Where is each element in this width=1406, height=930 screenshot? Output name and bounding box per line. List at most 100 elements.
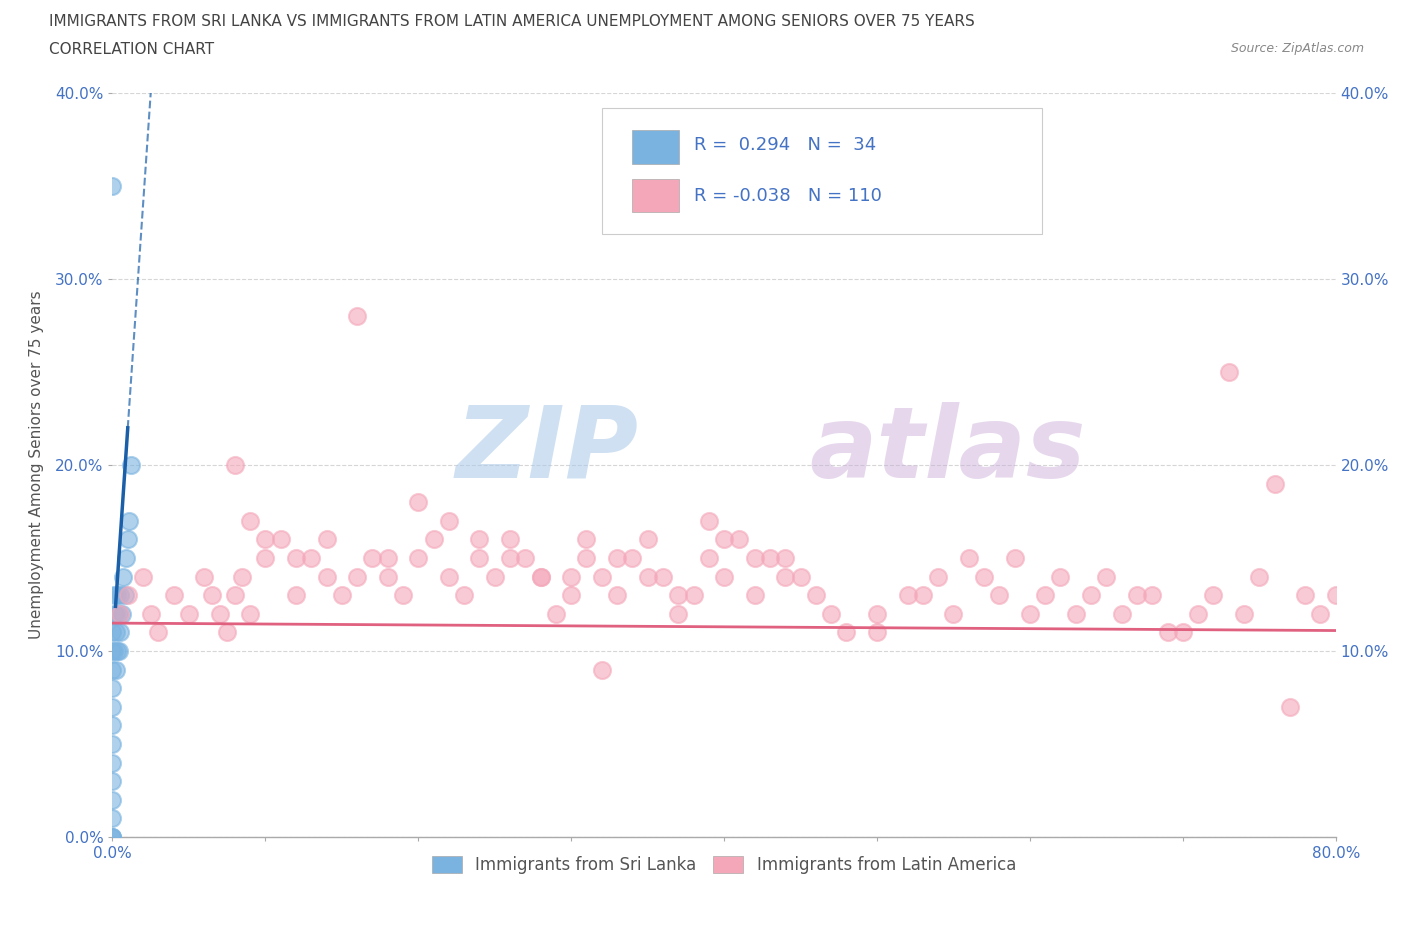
Point bbox=[530, 569, 553, 584]
Point bbox=[1049, 569, 1071, 584]
Point bbox=[177, 606, 200, 621]
Point bbox=[1080, 588, 1102, 603]
Point bbox=[101, 681, 124, 696]
Point bbox=[1018, 606, 1040, 621]
Point bbox=[775, 569, 797, 584]
Point bbox=[866, 625, 889, 640]
Point bbox=[103, 588, 125, 603]
Point bbox=[139, 606, 162, 621]
Point bbox=[973, 569, 995, 584]
Point bbox=[759, 551, 782, 565]
Point bbox=[1095, 569, 1118, 584]
Point bbox=[591, 662, 613, 677]
Point bbox=[104, 625, 127, 640]
Point bbox=[231, 569, 253, 584]
Point bbox=[201, 588, 224, 603]
Point bbox=[1171, 625, 1194, 640]
Point bbox=[1218, 365, 1240, 379]
Point bbox=[775, 551, 797, 565]
Point bbox=[163, 588, 186, 603]
Point bbox=[107, 606, 129, 621]
Point bbox=[361, 551, 384, 565]
Text: IMMIGRANTS FROM SRI LANKA VS IMMIGRANTS FROM LATIN AMERICA UNEMPLOYMENT AMONG SE: IMMIGRANTS FROM SRI LANKA VS IMMIGRANTS … bbox=[49, 14, 974, 29]
Point bbox=[101, 830, 124, 844]
Point bbox=[217, 625, 239, 640]
Point bbox=[101, 718, 124, 733]
Point bbox=[299, 551, 322, 565]
Point bbox=[484, 569, 506, 584]
Point bbox=[270, 532, 292, 547]
Point bbox=[957, 551, 980, 565]
Point bbox=[515, 551, 537, 565]
Point bbox=[713, 532, 735, 547]
Point bbox=[408, 551, 430, 565]
Point bbox=[104, 606, 127, 621]
Text: atlas: atlas bbox=[810, 402, 1087, 498]
Point bbox=[101, 662, 124, 677]
Point bbox=[101, 830, 124, 844]
Point bbox=[103, 644, 125, 658]
Point bbox=[105, 588, 128, 603]
Point bbox=[1111, 606, 1133, 621]
Point bbox=[453, 588, 475, 603]
Point bbox=[224, 458, 246, 472]
Point bbox=[820, 606, 842, 621]
Point bbox=[315, 532, 337, 547]
Point bbox=[942, 606, 965, 621]
Point bbox=[239, 606, 262, 621]
Point bbox=[101, 755, 124, 770]
Point bbox=[1142, 588, 1164, 603]
Y-axis label: Unemployment Among Seniors over 75 years: Unemployment Among Seniors over 75 years bbox=[30, 291, 44, 639]
Point bbox=[591, 569, 613, 584]
Point bbox=[1233, 606, 1256, 621]
Point bbox=[744, 588, 766, 603]
Point bbox=[789, 569, 811, 584]
Point bbox=[107, 644, 129, 658]
Point bbox=[437, 569, 460, 584]
Point bbox=[560, 569, 582, 584]
Point bbox=[637, 569, 659, 584]
Point bbox=[193, 569, 215, 584]
Point bbox=[621, 551, 644, 565]
Point bbox=[112, 569, 135, 584]
Point bbox=[988, 588, 1011, 603]
Point bbox=[1294, 588, 1316, 603]
Text: ZIP: ZIP bbox=[456, 402, 638, 498]
Point bbox=[104, 662, 127, 677]
Point bbox=[115, 551, 138, 565]
Point bbox=[392, 588, 415, 603]
Point bbox=[606, 588, 628, 603]
Point bbox=[499, 551, 522, 565]
Point bbox=[682, 588, 704, 603]
Point bbox=[1309, 606, 1331, 621]
Text: R =  0.294   N =  34: R = 0.294 N = 34 bbox=[693, 136, 876, 154]
Point bbox=[346, 569, 368, 584]
Point bbox=[103, 606, 125, 621]
Point bbox=[108, 606, 131, 621]
Point bbox=[1324, 588, 1347, 603]
Point bbox=[111, 606, 134, 621]
Point bbox=[1202, 588, 1225, 603]
Point bbox=[208, 606, 231, 621]
Point bbox=[1156, 625, 1178, 640]
FancyBboxPatch shape bbox=[602, 108, 1042, 234]
Point bbox=[666, 588, 689, 603]
Point bbox=[1126, 588, 1149, 603]
Point bbox=[101, 811, 124, 826]
Point bbox=[408, 495, 430, 510]
Point bbox=[101, 774, 124, 789]
Point bbox=[1249, 569, 1271, 584]
Point bbox=[101, 830, 124, 844]
Point bbox=[927, 569, 949, 584]
Point bbox=[835, 625, 858, 640]
Point bbox=[713, 569, 735, 584]
Point bbox=[652, 569, 675, 584]
Point bbox=[697, 551, 720, 565]
Point bbox=[1033, 588, 1056, 603]
Point bbox=[117, 532, 139, 547]
FancyBboxPatch shape bbox=[633, 130, 679, 164]
Point bbox=[530, 569, 553, 584]
Point bbox=[1064, 606, 1087, 621]
Point bbox=[499, 532, 522, 547]
Point bbox=[254, 532, 277, 547]
